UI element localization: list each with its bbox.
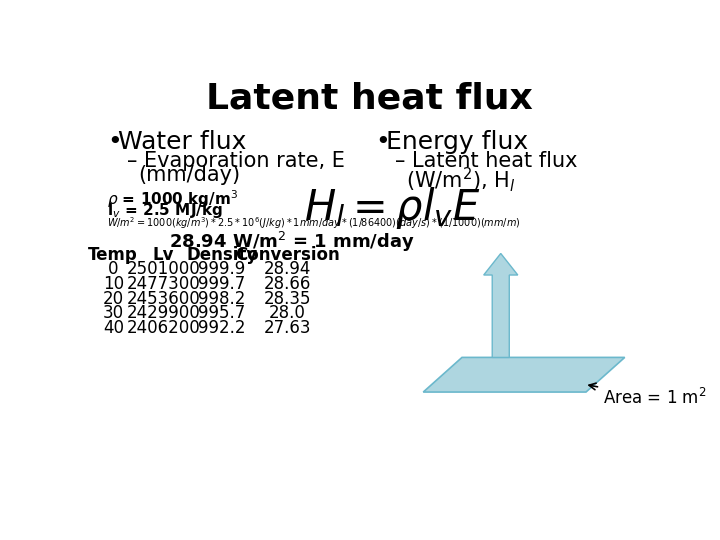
Text: Water flux: Water flux <box>118 130 246 154</box>
Text: 999.7: 999.7 <box>198 275 246 293</box>
Text: 999.9: 999.9 <box>198 260 246 279</box>
Text: Lv: Lv <box>153 246 174 264</box>
Text: 30: 30 <box>103 304 124 322</box>
Text: $H_l = \rho l_v E$: $H_l = \rho l_v E$ <box>304 185 480 231</box>
Text: 998.2: 998.2 <box>198 289 246 308</box>
Text: Conversion: Conversion <box>235 246 340 264</box>
Polygon shape <box>423 357 625 392</box>
Text: 2501000: 2501000 <box>127 260 200 279</box>
Text: $\rho$ = 1000 kg/m$^3$: $\rho$ = 1000 kg/m$^3$ <box>107 188 238 210</box>
Text: 2429900: 2429900 <box>127 304 200 322</box>
Text: •: • <box>375 130 390 154</box>
Text: Temp: Temp <box>89 246 138 264</box>
Text: 992.2: 992.2 <box>198 319 246 337</box>
Text: 2477300: 2477300 <box>127 275 200 293</box>
Text: 20: 20 <box>103 289 124 308</box>
Text: •: • <box>107 130 122 154</box>
Text: 28.35: 28.35 <box>264 289 311 308</box>
Text: 28.66: 28.66 <box>264 275 311 293</box>
Text: Area = 1 m$^2$: Area = 1 m$^2$ <box>589 383 706 408</box>
Text: Density: Density <box>186 246 257 264</box>
Text: 28.0: 28.0 <box>269 304 306 322</box>
Text: 28.94: 28.94 <box>264 260 311 279</box>
Text: 995.7: 995.7 <box>198 304 246 322</box>
Text: 2406200: 2406200 <box>127 319 200 337</box>
Text: (mm/day): (mm/day) <box>138 165 240 185</box>
Text: l$_v$ = 2.5 MJ/kg: l$_v$ = 2.5 MJ/kg <box>107 201 223 220</box>
Text: 0: 0 <box>108 260 119 279</box>
Text: $W/m^2 = 1000(kg/m^3)*2.5*10^6(J/kg)*1mm/day*(1/86400)(day/s)*(1/1000)(mm/m)$: $W/m^2 = 1000(kg/m^3)*2.5*10^6(J/kg)*1mm… <box>107 215 521 231</box>
Text: 27.63: 27.63 <box>264 319 311 337</box>
Text: (W/m$^2$), H$_l$: (W/m$^2$), H$_l$ <box>406 165 516 194</box>
Text: 40: 40 <box>103 319 124 337</box>
Text: 28.94 W/m$^2$ = 1 mm/day: 28.94 W/m$^2$ = 1 mm/day <box>168 231 415 254</box>
FancyArrow shape <box>484 253 518 357</box>
Text: – Evaporation rate, E: – Evaporation rate, E <box>127 151 345 171</box>
Text: Energy flux: Energy flux <box>386 130 528 154</box>
Text: – Latent heat flux: – Latent heat flux <box>395 151 578 171</box>
Text: 10: 10 <box>103 275 124 293</box>
Text: Latent heat flux: Latent heat flux <box>206 82 532 116</box>
Text: 2453600: 2453600 <box>127 289 200 308</box>
